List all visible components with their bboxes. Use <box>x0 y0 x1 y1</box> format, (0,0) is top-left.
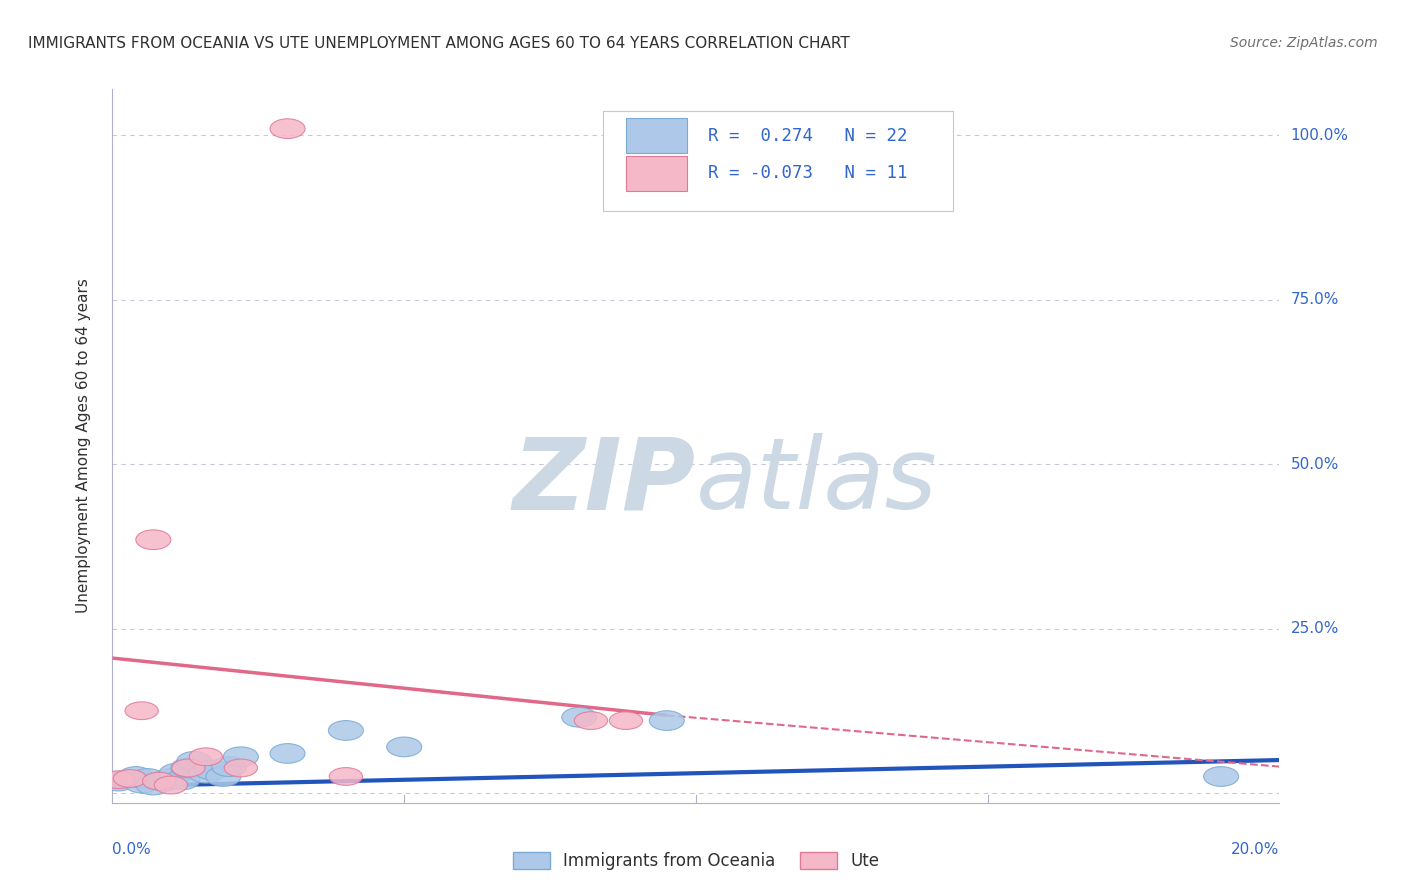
Ellipse shape <box>118 766 153 787</box>
Ellipse shape <box>101 772 136 791</box>
Ellipse shape <box>212 756 246 777</box>
Text: R =  0.274   N = 22: R = 0.274 N = 22 <box>707 127 907 145</box>
FancyBboxPatch shape <box>603 111 953 211</box>
Ellipse shape <box>114 770 146 788</box>
Ellipse shape <box>1204 766 1239 787</box>
FancyBboxPatch shape <box>626 118 686 153</box>
FancyBboxPatch shape <box>626 155 686 191</box>
Ellipse shape <box>650 711 685 731</box>
Legend: Immigrants from Oceania, Ute: Immigrants from Oceania, Ute <box>506 845 886 877</box>
Ellipse shape <box>101 771 135 789</box>
Ellipse shape <box>387 737 422 756</box>
Text: 20.0%: 20.0% <box>1232 842 1279 856</box>
Ellipse shape <box>609 712 643 730</box>
Ellipse shape <box>574 712 607 730</box>
Ellipse shape <box>159 764 194 783</box>
Text: 25.0%: 25.0% <box>1291 621 1339 636</box>
Text: IMMIGRANTS FROM OCEANIA VS UTE UNEMPLOYMENT AMONG AGES 60 TO 64 YEARS CORRELATIO: IMMIGRANTS FROM OCEANIA VS UTE UNEMPLOYM… <box>28 36 849 51</box>
Ellipse shape <box>194 760 229 780</box>
Ellipse shape <box>188 764 224 783</box>
Text: ZIP: ZIP <box>513 434 696 530</box>
Text: 100.0%: 100.0% <box>1291 128 1348 143</box>
Text: atlas: atlas <box>696 434 938 530</box>
Ellipse shape <box>177 751 212 772</box>
Ellipse shape <box>224 759 257 777</box>
Ellipse shape <box>165 770 200 789</box>
Text: 50.0%: 50.0% <box>1291 457 1339 472</box>
Ellipse shape <box>155 776 187 794</box>
Ellipse shape <box>124 773 159 793</box>
Text: 0.0%: 0.0% <box>112 842 152 856</box>
Y-axis label: Unemployment Among Ages 60 to 64 years: Unemployment Among Ages 60 to 64 years <box>76 278 91 614</box>
Ellipse shape <box>224 747 259 766</box>
Ellipse shape <box>172 758 205 778</box>
Text: 75.0%: 75.0% <box>1291 293 1339 307</box>
Ellipse shape <box>270 119 305 138</box>
Text: R = -0.073   N = 11: R = -0.073 N = 11 <box>707 164 907 182</box>
Ellipse shape <box>136 530 172 549</box>
Ellipse shape <box>142 772 176 790</box>
Ellipse shape <box>148 772 183 791</box>
Text: Source: ZipAtlas.com: Source: ZipAtlas.com <box>1230 36 1378 50</box>
Ellipse shape <box>329 768 363 785</box>
Ellipse shape <box>205 766 240 787</box>
Ellipse shape <box>172 759 205 777</box>
Ellipse shape <box>129 769 165 789</box>
Ellipse shape <box>329 721 363 740</box>
Ellipse shape <box>125 702 159 720</box>
Ellipse shape <box>190 747 222 765</box>
Ellipse shape <box>270 744 305 764</box>
Ellipse shape <box>136 775 172 795</box>
Ellipse shape <box>562 707 596 727</box>
Ellipse shape <box>153 769 188 789</box>
